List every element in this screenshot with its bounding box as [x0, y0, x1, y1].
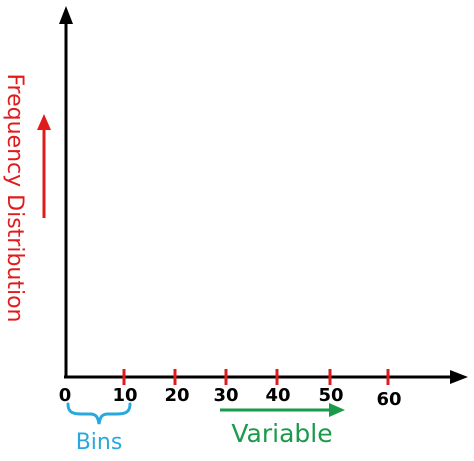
tick-label-30: 30 [213, 385, 238, 406]
frequency-up-arrow-head [37, 114, 51, 130]
bins-brace [66, 402, 132, 425]
y-axis-arrowhead [59, 6, 73, 24]
tick-label-40: 40 [265, 385, 290, 406]
tick-label-10: 10 [112, 385, 137, 406]
variable-label: Variable [231, 419, 332, 448]
tick-label-20: 20 [164, 385, 189, 406]
bins-label: Bins [76, 430, 123, 455]
tick-label-50: 50 [318, 385, 343, 406]
tick-label-0: 0 [59, 385, 72, 406]
y-axis-label: Frequency Distribution [2, 74, 27, 323]
variable-arrow-head [329, 403, 345, 417]
tick-label-60: 60 [376, 389, 401, 410]
x-axis-arrowhead [450, 370, 468, 384]
